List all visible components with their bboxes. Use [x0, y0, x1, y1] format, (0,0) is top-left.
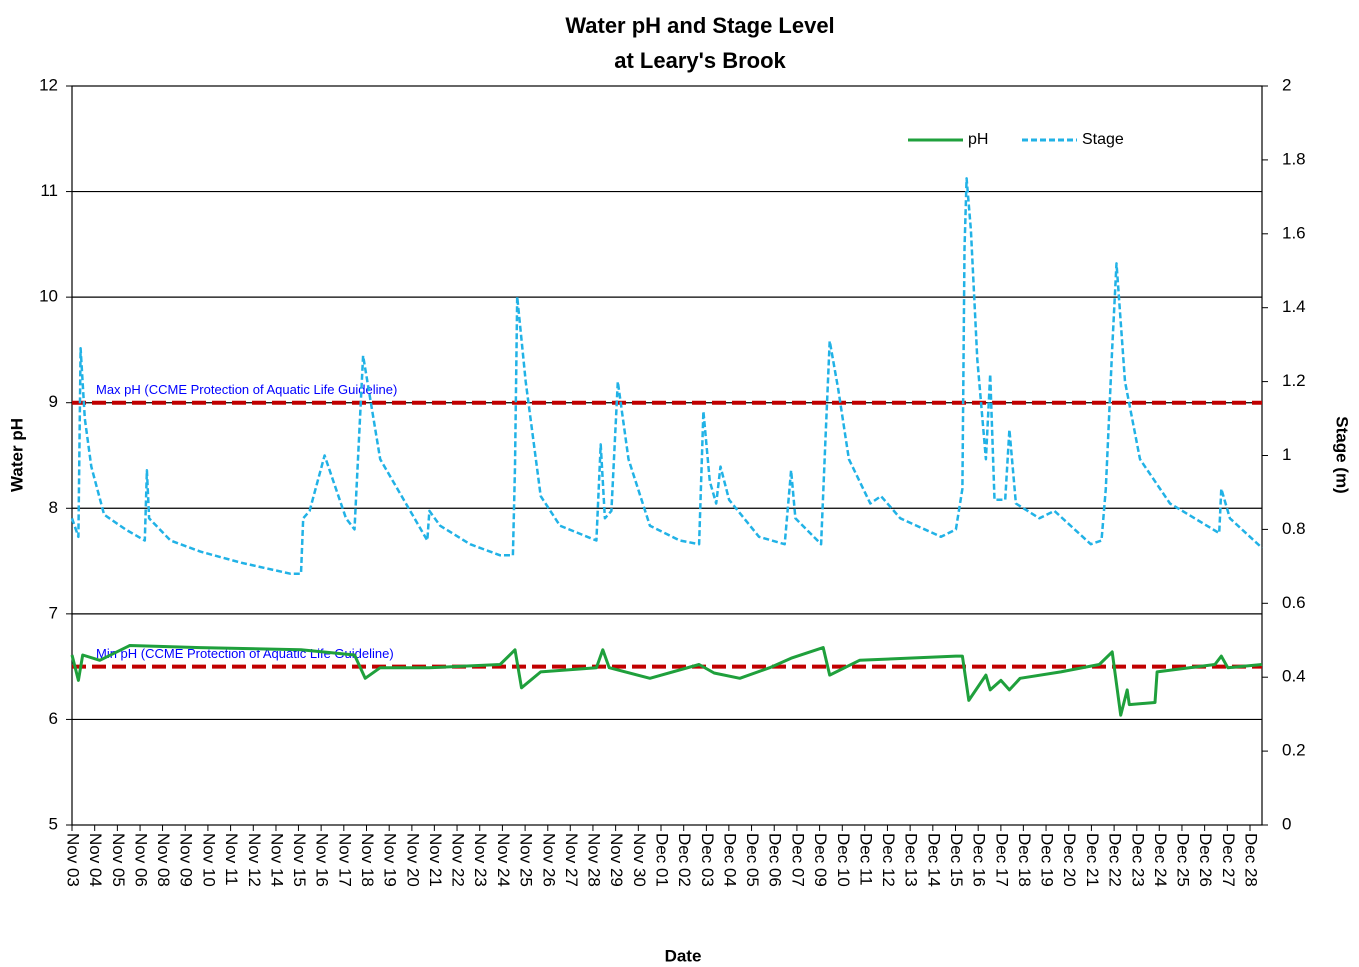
y-tick-label: 11: [40, 181, 58, 200]
y2-tick-label: 0: [1282, 814, 1291, 833]
x-tick-label: Dec 14: [924, 833, 943, 887]
x-tick-label: Dec 15: [947, 833, 966, 887]
x-tick-label: Dec 03: [698, 833, 717, 887]
x-tick-label: Dec 28: [1242, 833, 1261, 887]
x-tick-label: Dec 06: [766, 833, 785, 887]
x-tick-label: Dec 04: [720, 833, 739, 887]
x-tick-label: Nov 05: [109, 833, 128, 887]
x-tick-label: Nov 15: [290, 833, 309, 887]
x-tick-label: Nov 04: [86, 833, 105, 887]
x-tick-label: Dec 01: [653, 833, 672, 887]
x-tick-label: Nov 30: [630, 833, 649, 887]
y-tick-label: 9: [49, 392, 58, 411]
y-tick-label: 7: [49, 603, 58, 622]
x-tick-label: Nov 24: [494, 833, 513, 887]
x-tick-label: Nov 29: [607, 833, 626, 887]
y2-tick-label: 0.6: [1282, 593, 1306, 612]
legend-label: pH: [968, 131, 988, 148]
x-tick-label: Dec 13: [902, 833, 921, 887]
y2-tick-label: 1.8: [1282, 149, 1306, 168]
y2-tick-label: 0.8: [1282, 519, 1306, 538]
x-tick-label: Dec 10: [834, 833, 853, 887]
x-tick-label: Nov 19: [381, 833, 400, 887]
x-tick-label: Dec 25: [1173, 833, 1192, 887]
series-line: [70, 644, 1263, 717]
y-tick-label: 12: [39, 75, 58, 94]
y-tick-label: 8: [49, 498, 58, 517]
x-tick-label: Dec 20: [1060, 833, 1079, 887]
x-tick-label: Dec 18: [1015, 833, 1034, 887]
x-tick-label: Nov 21: [426, 833, 445, 887]
x-tick-label: Dec 02: [675, 833, 694, 887]
x-tick-label: Dec 09: [811, 833, 830, 887]
y-axis-title: Water pH: [7, 418, 26, 492]
y-tick-label: 6: [49, 709, 58, 728]
x-tick-label: Nov 16: [313, 833, 332, 887]
y2-tick-label: 1: [1282, 445, 1291, 464]
y2-tick-label: 1.2: [1282, 371, 1306, 390]
y2-tick-label: 2: [1282, 75, 1291, 94]
x-tick-label: Nov 10: [199, 833, 218, 887]
y2-tick-label: 0.4: [1282, 667, 1306, 686]
x-tick-label: Dec 26: [1196, 833, 1215, 887]
x-tick-label: Dec 24: [1151, 833, 1170, 887]
legend-label: Stage: [1082, 131, 1124, 148]
x-tick-label: Nov 06: [132, 833, 151, 887]
x-tick-label: Nov 12: [245, 833, 264, 887]
x-tick-label: Dec 23: [1128, 833, 1147, 887]
x-tick-label: Nov 18: [358, 833, 377, 887]
y2-tick-label: 1.4: [1282, 297, 1306, 316]
x-tick-label: Dec 12: [879, 833, 898, 887]
x-tick-label: Nov 25: [517, 833, 536, 887]
x-tick-label: Nov 27: [562, 833, 581, 887]
x-tick-label: Nov 23: [471, 833, 490, 887]
x-tick-label: Dec 05: [743, 833, 762, 887]
x-tick-label: Dec 22: [1106, 833, 1125, 887]
x-tick-label: Nov 28: [584, 833, 603, 887]
x-tick-label: Dec 21: [1083, 833, 1102, 887]
x-tick-label: Dec 27: [1219, 833, 1238, 887]
y2-tick-label: 1.6: [1282, 223, 1306, 242]
x-tick-label: Dec 11: [856, 833, 875, 886]
x-tick-label: Dec 16: [970, 833, 989, 887]
reference-label: Max pH (CCME Protection of Aquatic Life …: [96, 382, 397, 397]
x-tick-label: Nov 20: [403, 833, 422, 887]
x-tick-label: Nov 03: [64, 833, 83, 887]
x-tick-label: Nov 26: [539, 833, 558, 887]
x-tick-label: Dec 17: [992, 833, 1011, 887]
y-tick-label: 10: [39, 287, 58, 306]
x-tick-label: Nov 17: [335, 833, 354, 887]
x-tick-label: Nov 22: [449, 833, 468, 887]
chart-title: Water pH and Stage Level: [565, 13, 834, 38]
x-axis-title: Date: [665, 946, 702, 965]
reference-label: Min pH (CCME Protection of Aquatic Life …: [96, 646, 394, 661]
x-tick-label: Nov 09: [177, 833, 196, 887]
series-line: [70, 177, 1263, 575]
x-tick-label: Nov 08: [154, 833, 173, 887]
chart-title: at Leary's Brook: [614, 48, 786, 73]
x-tick-label: Nov 11: [222, 833, 241, 886]
y2-axis-title: Stage (m): [1333, 416, 1352, 493]
y-tick-label: 5: [49, 814, 58, 833]
x-tick-label: Dec 07: [788, 833, 807, 887]
y2-tick-label: 0.2: [1282, 741, 1306, 760]
x-tick-label: Dec 19: [1038, 833, 1057, 887]
plot-frame: [71, 85, 1263, 826]
x-tick-label: Nov 14: [267, 833, 286, 887]
